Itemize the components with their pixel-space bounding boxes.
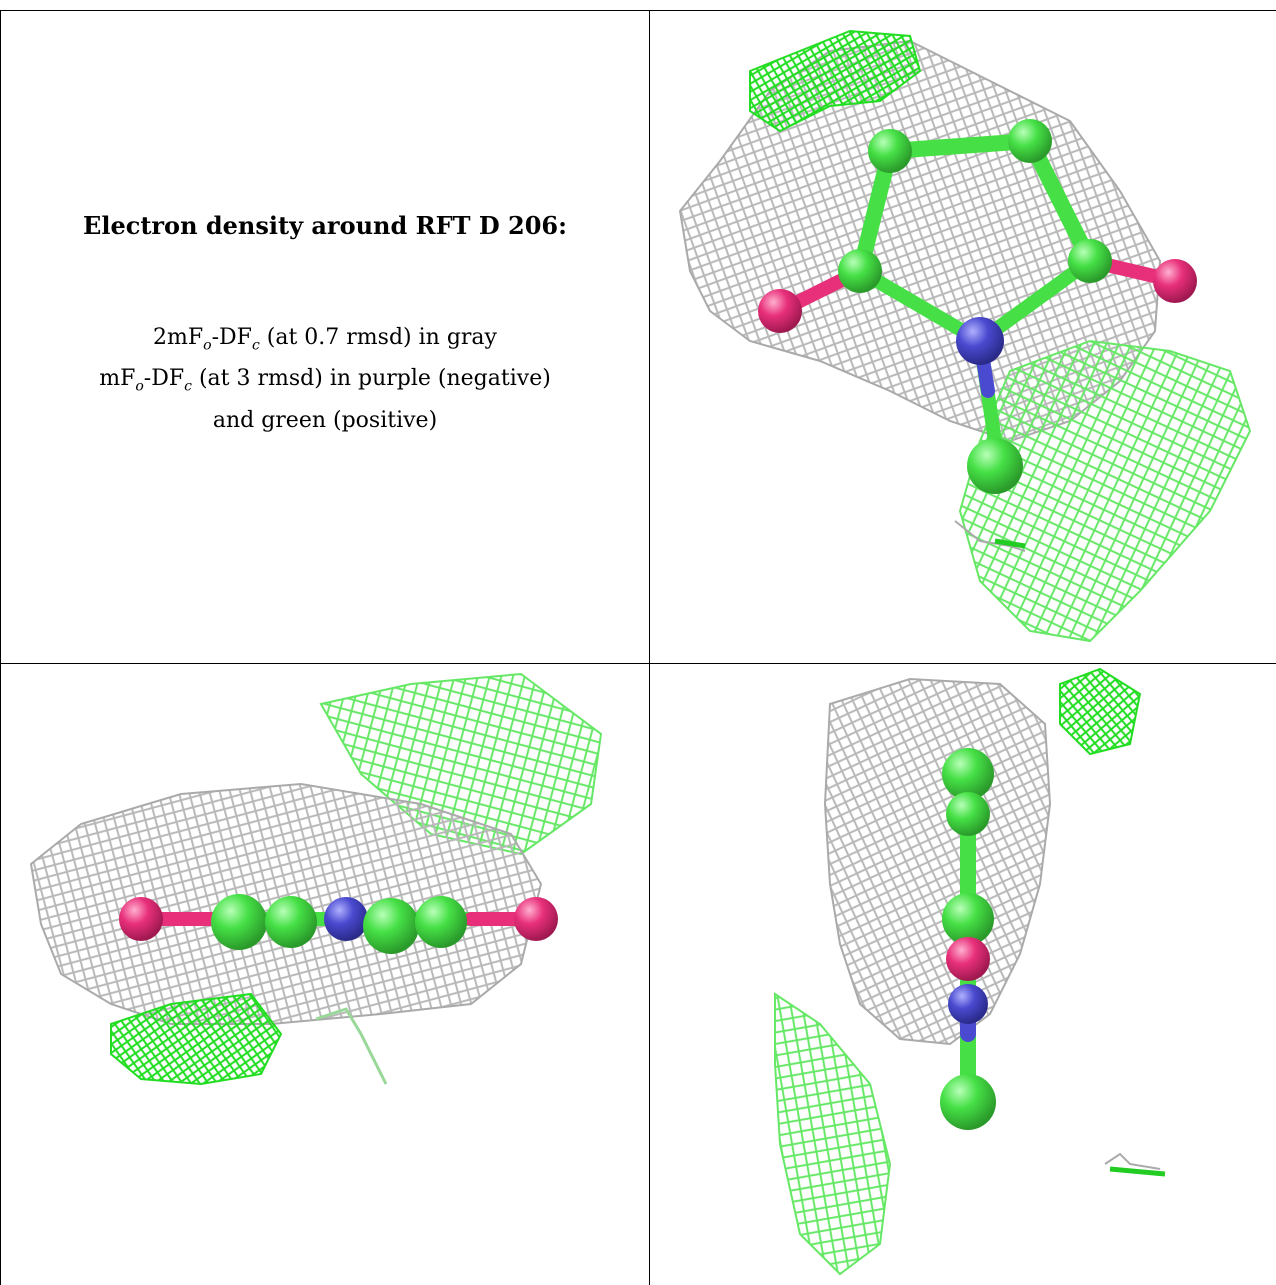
carbon-atom (415, 896, 467, 948)
caption-line-colors: and green (positive) (212, 407, 438, 433)
carbon-atom (1008, 119, 1052, 163)
oxygen-atom (1153, 259, 1197, 303)
carbon-atom (868, 129, 912, 173)
caption-line-fofc: mFo-DFc (at 3 rmsd) in purple (negative) (99, 366, 551, 395)
carbon-atom (265, 896, 317, 948)
carbon-atom (942, 893, 994, 945)
density-view-side (1, 664, 649, 1285)
oxygen-atom (514, 897, 558, 941)
oxygen-atom (946, 937, 990, 981)
carbon-atom (940, 1074, 996, 1130)
carbon-atom (967, 438, 1023, 494)
density-view-end-image (774, 667, 1166, 1276)
carbon-atom (363, 898, 419, 954)
table-divider-vertical (649, 10, 650, 1285)
legend-panel: Electron density around RFT D 206: 2mFo-… (1, 11, 649, 663)
caption-line-2fofc: 2mFo-DFc (at 0.7 rmsd) in gray (153, 325, 497, 354)
panel-caption: 2mFo-DFc (at 0.7 rmsd) in gray mFo-DFc (… (1, 321, 649, 438)
nitrogen-atom (956, 317, 1004, 365)
density-view-top-image (678, 29, 1252, 643)
carbon-atom (942, 748, 994, 800)
density-view-end (650, 664, 1276, 1285)
table-divider-horizontal (0, 663, 1276, 664)
carbon-atom (211, 894, 267, 950)
nitrogen-atom (948, 984, 988, 1024)
carbon-atom (946, 792, 990, 836)
nitrogen-atom (324, 897, 368, 941)
density-view-top (650, 11, 1276, 663)
oxygen-atom (119, 897, 163, 941)
carbon-atom (838, 249, 882, 293)
panel-title: Electron density around RFT D 206: (83, 211, 567, 240)
carbon-atom (1068, 239, 1112, 283)
table-border-top (0, 10, 1276, 11)
density-view-side-image (29, 672, 603, 1086)
oxygen-atom (758, 289, 802, 333)
table-border-left (0, 10, 1, 1285)
